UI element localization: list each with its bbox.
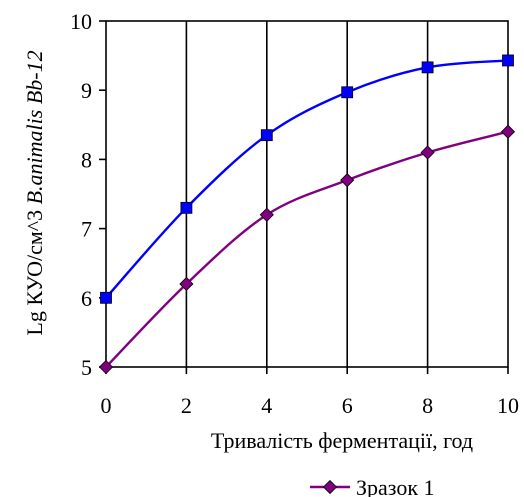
y-tick-label-8: 8 <box>81 147 92 172</box>
grid <box>185 21 429 367</box>
series-1-point-8 <box>421 61 434 74</box>
y-tick-label-6: 6 <box>81 286 92 311</box>
series-1 <box>100 54 514 304</box>
series-2-point-0 <box>98 359 114 375</box>
y-axis-label-main: Lg КУО/см^3 <box>22 204 47 335</box>
legend-label-2: Зразок 1 <box>356 475 435 497</box>
x-tick-label-2: 2 <box>181 393 192 418</box>
y-axis-label-italic: B.animalis Bb-12 <box>22 50 47 204</box>
series-1-point-4 <box>260 129 273 142</box>
x-tick-label-4: 4 <box>261 393 272 418</box>
y-axis-label: Lg КУО/см^3 B.animalis Bb-12 <box>22 50 47 335</box>
y-tick-labels: 5 6 7 8 9 10 <box>70 9 92 380</box>
y-tick-label-5: 5 <box>81 355 92 380</box>
series-2-point-6 <box>340 173 355 188</box>
legend-item-2: Зразок 1 <box>310 475 435 497</box>
legend: Зразок 1 <box>310 475 435 497</box>
x-tick-label-0: 0 <box>101 393 112 418</box>
series-2 <box>98 124 516 375</box>
x-tick-labels: 0 2 4 6 8 10 <box>101 393 520 418</box>
axes <box>99 20 509 374</box>
series-1-point-10 <box>502 54 514 67</box>
series-2-point-2 <box>179 276 194 292</box>
legend-marker-2 <box>322 479 338 495</box>
plot-frame <box>105 20 509 368</box>
series-2-line <box>105 130 509 368</box>
series-2-point-4 <box>259 207 274 222</box>
y-tick-label-7: 7 <box>81 217 92 242</box>
x-axis-label: Тривалість ферментації, год <box>211 428 473 453</box>
series-1-point-6 <box>341 86 354 99</box>
series-1-point-2 <box>180 201 193 214</box>
series-2-point-10 <box>500 124 516 139</box>
x-tick-label-10: 10 <box>497 393 519 418</box>
series-group <box>98 54 516 375</box>
x-tick-label-6: 6 <box>342 393 353 418</box>
series-2-point-8 <box>420 145 435 160</box>
series-1-line <box>105 59 509 299</box>
x-tick-label-8: 8 <box>422 393 433 418</box>
y-tick-label-9: 9 <box>81 78 92 103</box>
series-1-point-0 <box>100 291 112 304</box>
y-tick-label-10: 10 <box>70 9 92 34</box>
